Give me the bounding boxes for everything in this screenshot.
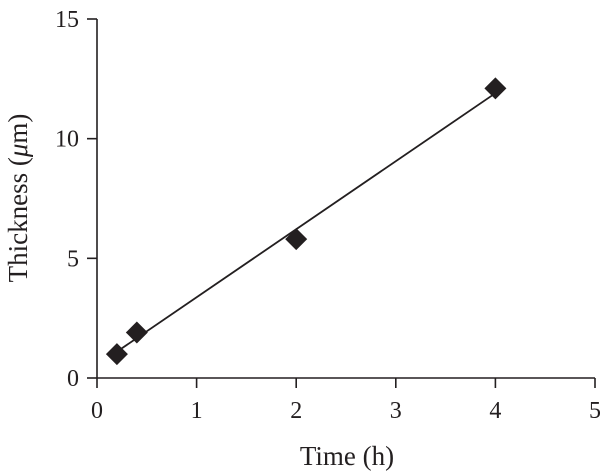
y-axis-title-mu: μ <box>3 144 33 159</box>
ticks: 0 1 2 3 4 5 0 5 10 15 <box>55 7 600 424</box>
x-tick-label: 0 <box>91 398 103 424</box>
data-point-diamond <box>484 77 507 100</box>
fit-line <box>116 92 496 353</box>
data-point-diamond <box>125 321 148 344</box>
x-tick-label: 4 <box>489 398 501 424</box>
y-tick-label: 0 <box>67 366 79 392</box>
y-tick-label: 15 <box>55 7 79 33</box>
data-point-diamond <box>105 343 128 366</box>
x-tick-label: 2 <box>290 398 302 424</box>
data-points <box>105 77 507 366</box>
x-tick-label: 3 <box>390 398 402 424</box>
y-tick-label: 10 <box>55 127 79 153</box>
fit-line-group <box>116 92 496 353</box>
y-axis-title-prefix: Thickness ( <box>3 157 33 282</box>
x-tick-label: 5 <box>589 398 600 424</box>
x-axis-title: Time (h) <box>300 441 394 471</box>
y-axis-title-suffix: m) <box>3 114 33 144</box>
data-point-diamond <box>285 228 308 251</box>
y-tick-label: 5 <box>67 246 79 272</box>
y-axis-title: Thickness (μm) <box>3 114 33 283</box>
axes <box>96 19 595 379</box>
x-tick-label: 1 <box>191 398 203 424</box>
